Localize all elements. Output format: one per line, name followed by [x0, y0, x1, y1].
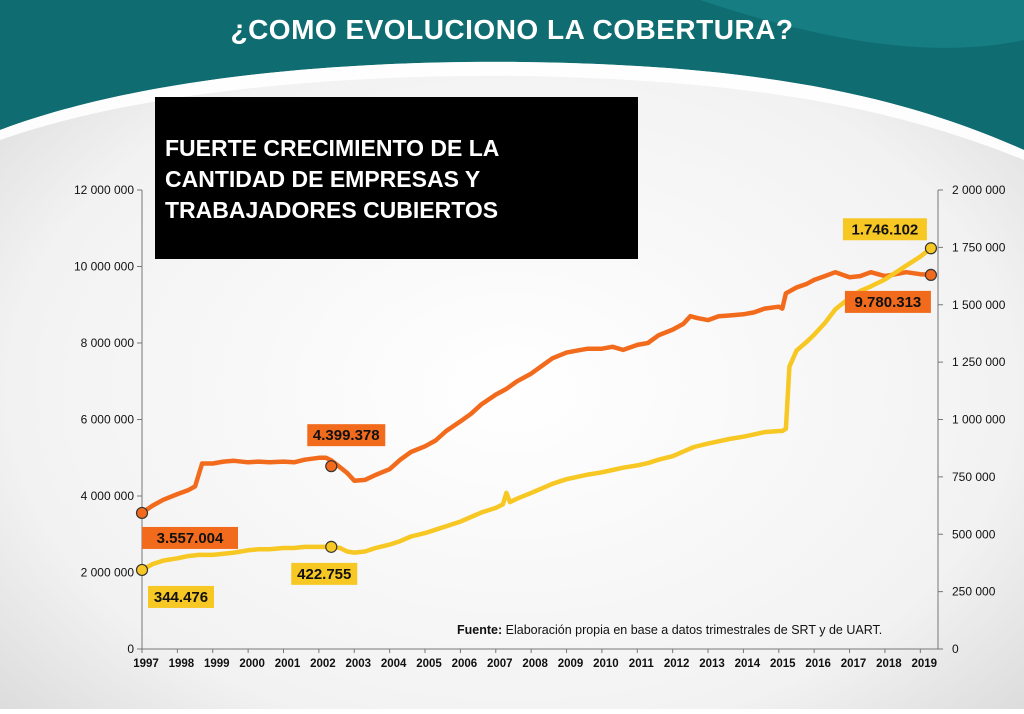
x-tick-label: 1997	[133, 658, 159, 670]
x-tick-label: 2013	[699, 658, 725, 670]
chart-labels: 3.557.004 4.399.378 9.780.313 344.476 422.75…	[135, 218, 938, 608]
chart-lines	[139, 246, 934, 573]
data-label-box	[291, 562, 358, 585]
x-tick-label: 2009	[558, 658, 584, 670]
right-tick-label: 500 000	[952, 527, 996, 541]
callout-line-1: FUERTE CRECIMIENTO DE LA	[165, 135, 500, 161]
x-tick-label: 2012	[664, 658, 690, 670]
x-tick-label: 2016	[805, 658, 831, 670]
series-line-workers	[139, 269, 934, 516]
right-tick-label: 1 000 000	[952, 413, 1006, 427]
x-tick-label: 2006	[452, 658, 478, 670]
source-label: Fuente:	[457, 623, 503, 637]
right-tick-label: 250 000	[952, 585, 996, 599]
right-tick-label: 1 750 000	[952, 240, 1006, 254]
x-tick-label: 2011	[629, 658, 655, 670]
slide-title: ¿COMO EVOLUCIONO LA COBERTURA?	[230, 14, 794, 45]
left-tick-label: 6 000 000	[81, 413, 135, 427]
data-point-marker	[135, 506, 149, 520]
right-tick-label: 1 500 000	[952, 298, 1006, 312]
x-tick-label: 2007	[487, 658, 513, 670]
data-label-box	[142, 526, 238, 549]
callout-line-3: TRABAJADORES CUBIERTOS	[165, 197, 499, 223]
right-tick-label: 2 000 000	[952, 183, 1006, 197]
x-tick-label: 2019	[912, 658, 938, 670]
x-tick-label: 2017	[841, 658, 867, 670]
data-label: 1.746.102	[852, 221, 919, 238]
header-swoosh	[700, 0, 1024, 48]
right-tick-label: 1 250 000	[952, 355, 1006, 369]
source-text: Elaboración propia en base a datos trime…	[505, 623, 883, 637]
x-tick-label: 2018	[876, 658, 902, 670]
x-tick-label: 1998	[169, 658, 195, 670]
left-tick-label: 10 000 000	[74, 260, 134, 274]
data-label: 9.780.313	[855, 294, 922, 311]
right-tick-label: 750 000	[952, 470, 996, 484]
data-point-marker	[135, 563, 149, 577]
highlight-callout-box: FUERTE CRECIMIENTO DE LA CANTIDAD DE EMP…	[155, 97, 638, 259]
x-tick-label: 2015	[770, 658, 796, 670]
left-tick-label: 8 000 000	[81, 336, 135, 350]
header-band	[0, 0, 1024, 150]
data-label: 422.755	[297, 566, 351, 583]
data-point-marker	[325, 460, 338, 473]
callout-line-2: CANTIDAD DE EMPRESAS Y	[165, 166, 481, 192]
x-tick-label: 2005	[416, 658, 442, 670]
series-line-companies	[139, 246, 934, 573]
data-label-box	[844, 290, 931, 313]
left-tick-label: 2 000 000	[81, 566, 135, 580]
x-tick-label: 2010	[593, 658, 619, 670]
x-tick-label: 1999	[204, 658, 230, 670]
data-label: 4.399.378	[313, 427, 380, 444]
data-point-marker	[924, 242, 938, 255]
left-tick-label: 4 000 000	[81, 489, 135, 503]
data-label-box	[307, 424, 386, 447]
x-tick-label: 2001	[275, 658, 301, 670]
x-tick-label: 2003	[345, 658, 371, 670]
right-tick-label: 0	[952, 642, 959, 656]
data-label: 344.476	[154, 589, 208, 606]
data-point-marker	[924, 268, 938, 282]
left-tick-label: 0	[127, 642, 134, 656]
x-tick-label: 2002	[310, 658, 336, 670]
callout-text: FUERTE CRECIMIENTO DE LA CANTIDAD DE EMP…	[165, 133, 625, 226]
data-label: 3.557.004	[157, 530, 224, 547]
header-highlight	[0, 61, 1024, 160]
data-label-box	[842, 218, 927, 241]
source-note: Fuente: Elaboración propia en base a dat…	[457, 623, 882, 637]
x-tick-label: 2014	[735, 658, 761, 670]
data-label-box	[148, 585, 214, 608]
x-tick-label: 2004	[381, 658, 407, 670]
chart-axes: 0 2 000 000 4 000 000 6 000 000 8 000 000 10 …	[74, 183, 1006, 670]
x-tick-label: 2000	[239, 658, 265, 670]
data-point-marker	[325, 540, 338, 553]
left-tick-label: 12 000 000	[74, 183, 134, 197]
x-tick-label: 2008	[522, 658, 548, 670]
